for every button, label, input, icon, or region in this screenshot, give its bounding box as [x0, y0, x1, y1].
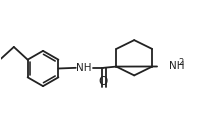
Text: NH: NH: [76, 63, 91, 73]
Text: O: O: [98, 75, 108, 88]
Text: NH: NH: [168, 62, 183, 72]
Text: 2: 2: [178, 58, 183, 67]
